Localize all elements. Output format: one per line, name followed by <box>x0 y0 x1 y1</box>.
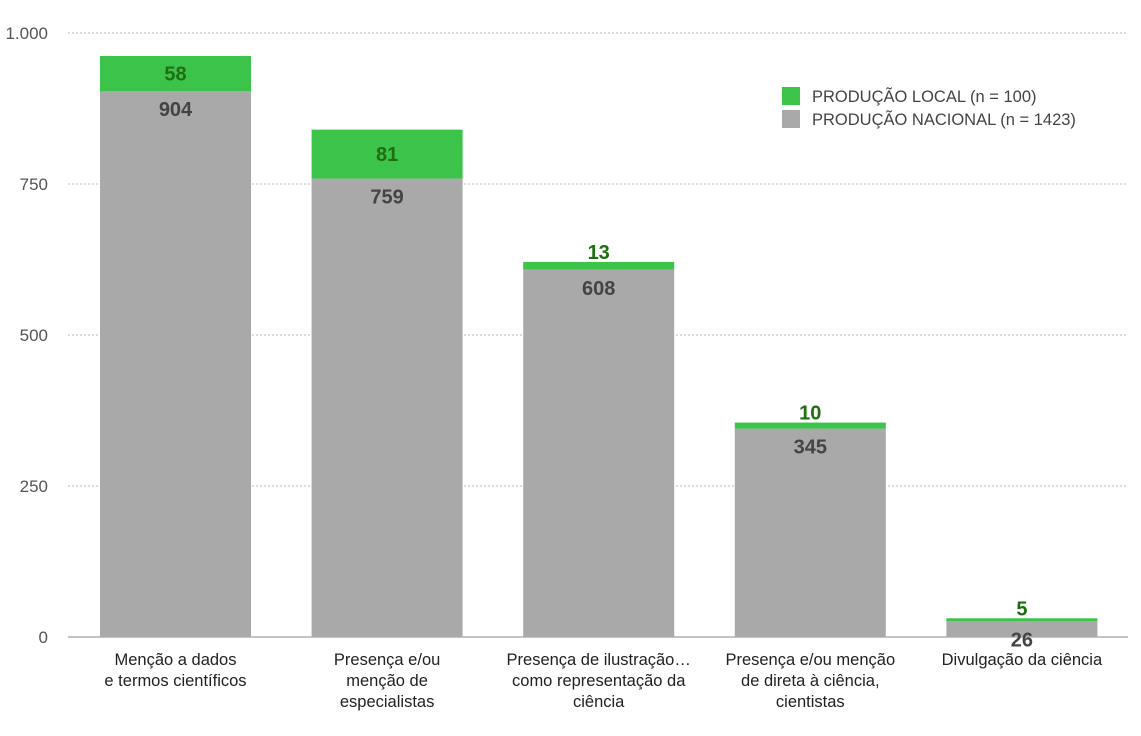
data-label-nacional: 345 <box>794 437 827 459</box>
x-category-label: ciência <box>573 693 625 711</box>
x-category-label: Menção a dados <box>114 651 236 669</box>
x-category-label: de direta à ciência, <box>741 672 880 690</box>
x-category-label: Presença de ilustração… <box>507 651 691 669</box>
bar-local <box>946 618 1098 622</box>
x-category-label: Presença e/ou <box>334 651 440 669</box>
y-tick-label: 250 <box>20 477 48 496</box>
bar-nacional <box>523 269 675 637</box>
legend-swatch <box>782 87 800 105</box>
data-label-local: 58 <box>164 63 186 85</box>
data-label-local: 5 <box>1016 598 1027 620</box>
data-label-local: 10 <box>799 403 821 425</box>
x-category-label: menção de <box>346 672 428 690</box>
data-label-nacional: 904 <box>159 99 193 121</box>
bar-local <box>100 55 251 91</box>
bar-local <box>311 129 463 179</box>
bar-nacional <box>311 178 463 637</box>
legend-label: PRODUÇÃO LOCAL (n = 100) <box>812 86 1037 106</box>
data-label-nacional: 608 <box>582 278 615 300</box>
x-category-label: como representação da <box>512 672 686 690</box>
data-label-local: 13 <box>588 242 610 264</box>
bar-local <box>523 261 675 270</box>
data-label-nacional: 26 <box>1011 629 1033 651</box>
x-category-label: cientistas <box>776 693 845 711</box>
y-tick-label: 1.000 <box>5 24 48 43</box>
y-tick-label: 500 <box>20 326 48 345</box>
x-category-label: especialistas <box>340 693 434 711</box>
y-tick-label: 0 <box>39 628 48 647</box>
x-category-label: Presença e/ou menção <box>725 651 895 669</box>
legend-label: PRODUÇÃO NACIONAL (n = 1423) <box>812 109 1076 129</box>
x-category-label: e termos científicos <box>104 672 246 690</box>
bar-local <box>734 422 886 429</box>
bar-nacional <box>734 428 886 637</box>
x-category-label: Divulgação da ciência <box>942 651 1103 669</box>
data-label-nacional: 759 <box>370 187 403 209</box>
legend-swatch <box>782 110 800 128</box>
bar-nacional <box>100 90 251 637</box>
y-tick-label: 750 <box>20 175 48 194</box>
data-label-local: 81 <box>376 144 398 166</box>
bar-nacional <box>946 621 1098 637</box>
